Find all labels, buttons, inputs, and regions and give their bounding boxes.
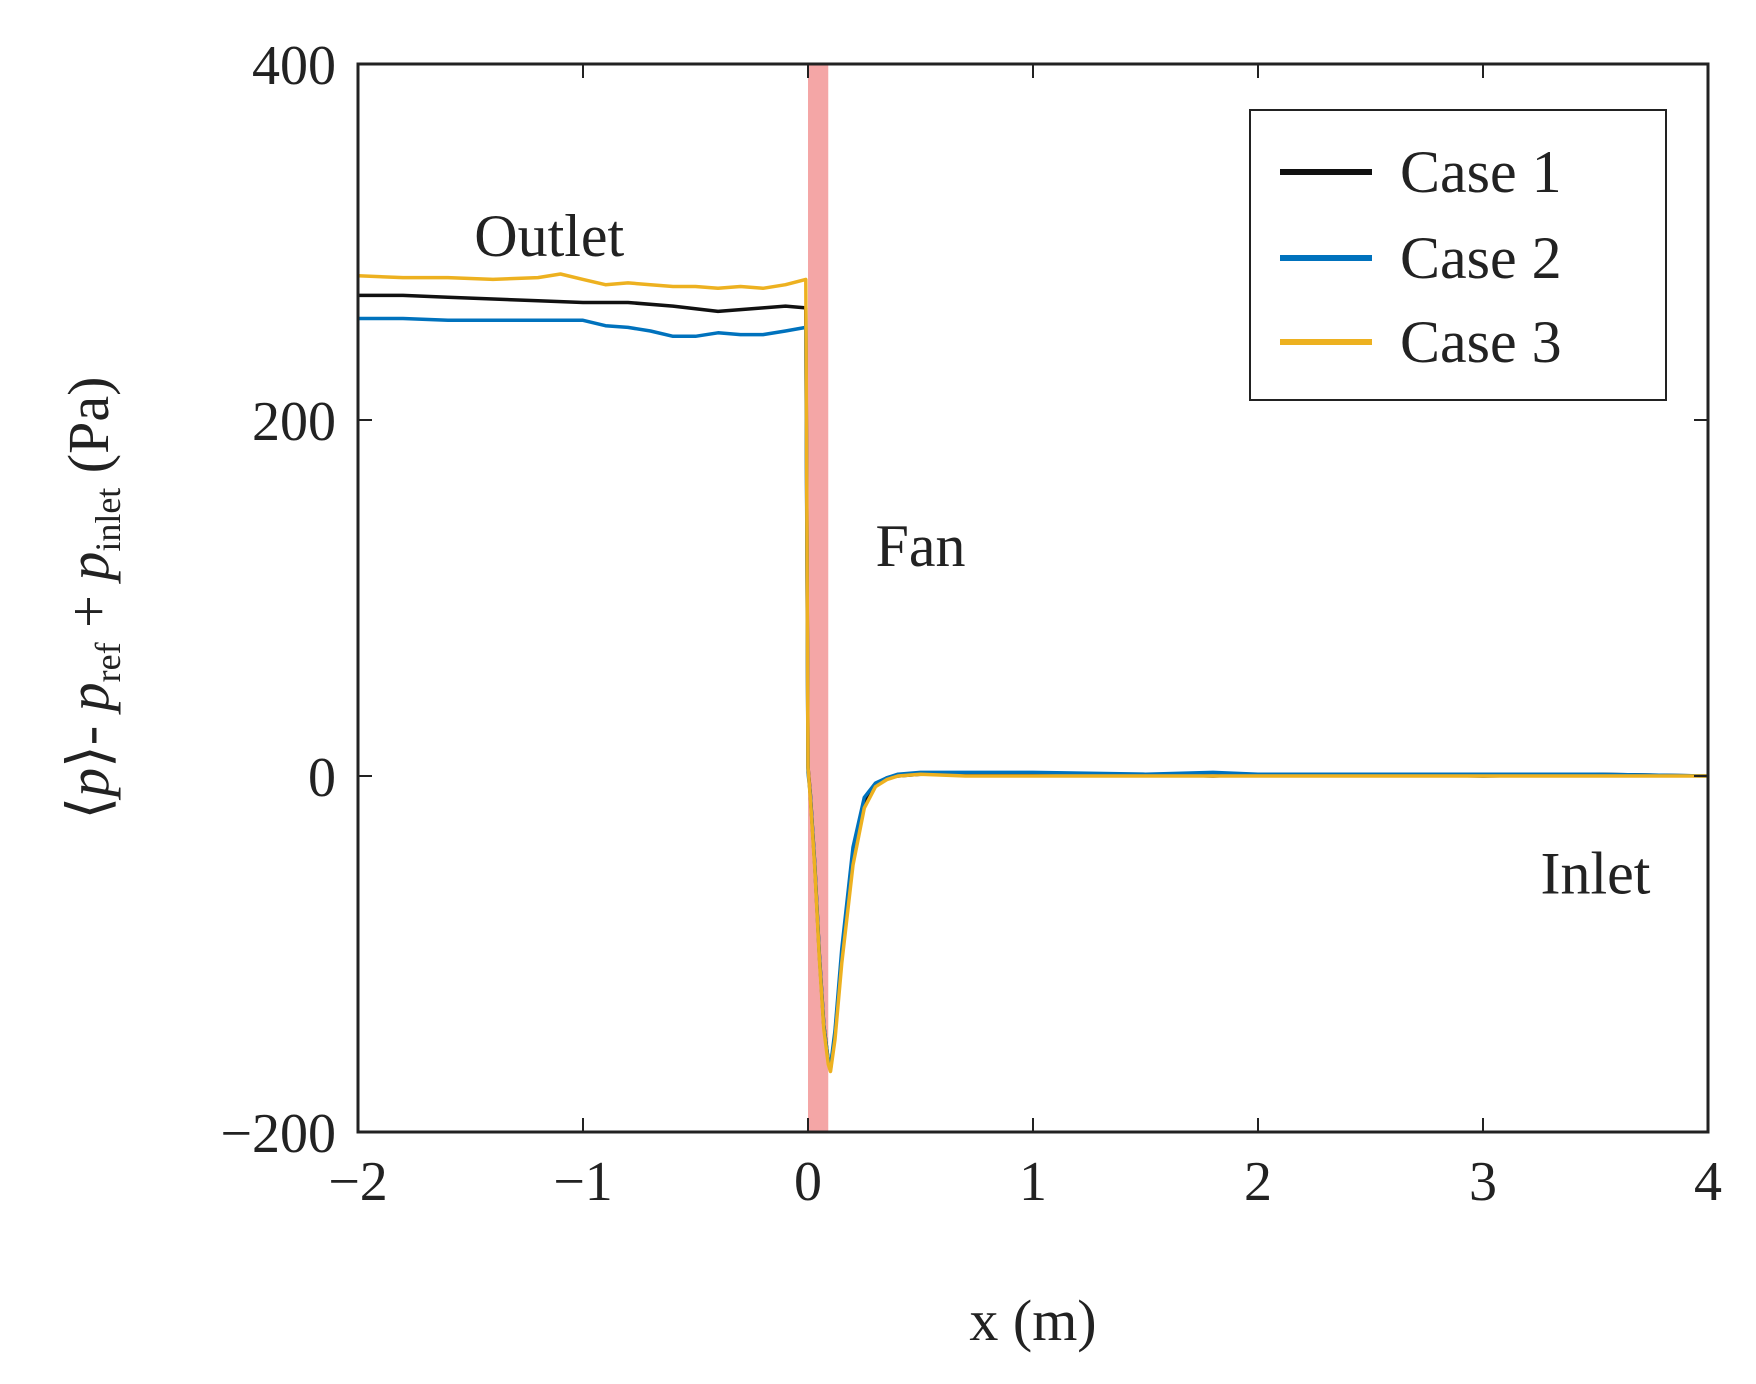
y-axis-title-mid2: + — [56, 581, 121, 643]
x-tick-label: −1 — [553, 1151, 613, 1213]
y-axis-title-p: p — [56, 768, 121, 801]
x-tick-label: 4 — [1694, 1151, 1722, 1213]
tick-layer: −2 −1 0 1 2 3 4 −200 0 200 400 — [220, 35, 1722, 1213]
y-axis-title-bracket: ⟨ — [56, 797, 121, 820]
x-tick-label: 0 — [794, 1151, 822, 1213]
x-axis-title: x (m) — [969, 1288, 1096, 1353]
y-tick-label: 200 — [252, 391, 336, 453]
x-tick-label: 3 — [1469, 1151, 1497, 1213]
annotation-layer: Outlet Fan Inlet — [474, 203, 1651, 906]
y-axis-title-ref-sub: ref — [88, 642, 128, 682]
annotation-outlet: Outlet — [474, 203, 624, 269]
y-axis-title-mid1: ⟩- — [56, 711, 121, 767]
y-tick-label: 400 — [252, 35, 336, 97]
y-axis-title-unit: (Pa) — [56, 377, 121, 488]
series-layer — [357, 272, 1709, 1074]
y-axis-title-pref: p — [56, 682, 121, 715]
x-tick-label: 2 — [1244, 1151, 1272, 1213]
y-tick-label: 0 — [308, 747, 336, 809]
fan-band — [808, 64, 829, 1132]
series-line-case-3 — [357, 272, 1708, 1074]
annotation-fan: Fan — [876, 513, 966, 579]
y-axis-title-pinlet: p — [56, 552, 121, 585]
annotation-inlet: Inlet — [1541, 840, 1651, 906]
x-tick-label: 1 — [1019, 1151, 1047, 1213]
series-line-case-1 — [358, 293, 1709, 1072]
legend-label-case-1: Case 1 — [1400, 139, 1562, 205]
y-tick-label: −200 — [220, 1103, 336, 1165]
series-line-case-2 — [358, 316, 1709, 1068]
y-axis-title: ⟨p⟩- pref + pinlet (Pa) — [56, 377, 128, 820]
legend-label-case-2: Case 2 — [1400, 225, 1562, 291]
legend: Case 1 Case 2 Case 3 — [1249, 109, 1667, 401]
x-tick-label: −2 — [328, 1151, 388, 1213]
legend-label-case-3: Case 3 — [1400, 309, 1562, 375]
y-axis-title-inlet-sub: inlet — [88, 488, 128, 552]
fan-band-layer — [808, 64, 829, 1132]
